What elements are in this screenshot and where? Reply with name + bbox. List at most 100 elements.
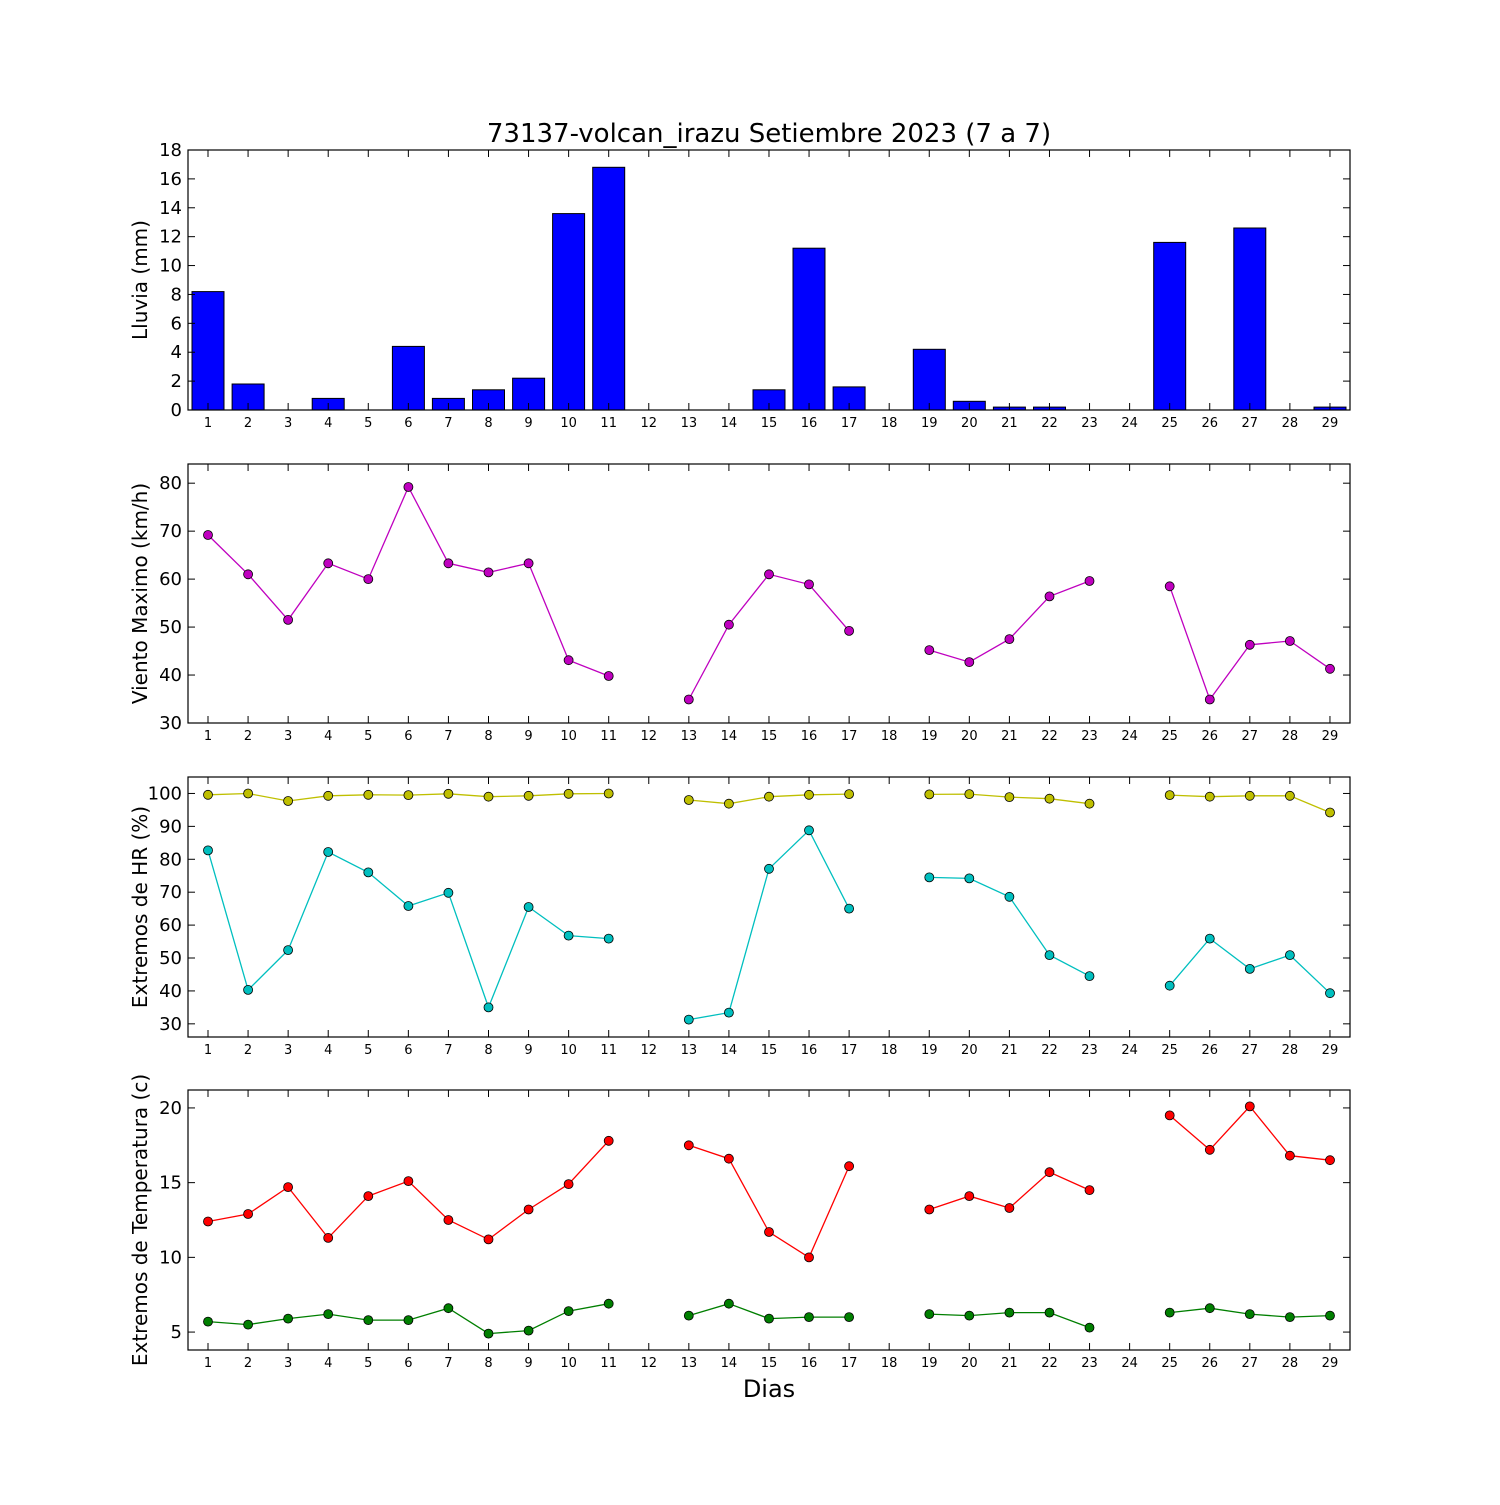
data-point — [764, 791, 774, 802]
data-point — [764, 1227, 774, 1237]
x-tick-label: 15 — [761, 416, 778, 431]
x-tick-label: 20 — [961, 416, 978, 431]
data-point — [563, 1179, 574, 1189]
x-tick-label: 17 — [841, 416, 858, 431]
x-tick-label: 6 — [404, 729, 412, 744]
data-point — [844, 1312, 854, 1322]
x-tick-label: 10 — [560, 1356, 577, 1371]
data-point — [724, 1007, 734, 1018]
x-tick-label: 12 — [640, 416, 657, 431]
x-tick-label: 6 — [404, 1043, 412, 1058]
data-point — [283, 796, 294, 806]
data-point — [1285, 636, 1295, 646]
x-tick-label: 5 — [364, 416, 372, 431]
y-tick-label: 60 — [159, 915, 182, 936]
data-point — [1084, 576, 1095, 586]
x-tick-label: 16 — [801, 416, 818, 431]
y-axis-label: Lluvia (mm) — [128, 220, 152, 340]
y-tick-label: 50 — [159, 948, 182, 969]
data-point — [443, 887, 454, 898]
data-point — [1204, 1303, 1215, 1314]
data-point — [764, 1313, 774, 1324]
data-point — [844, 1161, 854, 1172]
data-point — [1004, 792, 1015, 802]
x-tick-label: 1 — [204, 416, 212, 431]
y-tick-label: 15 — [159, 1173, 182, 1194]
y-tick-label: 2 — [171, 371, 182, 392]
bar — [391, 345, 425, 411]
data-point — [563, 788, 574, 799]
data-point — [1204, 1144, 1215, 1155]
data-point — [203, 1316, 213, 1327]
data-point — [1164, 790, 1175, 800]
x-tick-label: 8 — [484, 416, 492, 431]
data-point — [683, 795, 694, 805]
y-axis-label: Extremos de HR (%) — [128, 806, 152, 1008]
x-tick-label: 14 — [721, 1356, 738, 1371]
data-point — [1325, 1310, 1335, 1321]
data-point — [203, 1216, 213, 1227]
x-tick-label: 22 — [1041, 1356, 1058, 1371]
x-tick-label: 2 — [244, 1356, 252, 1371]
x-tick-label: 19 — [921, 729, 938, 744]
data-point — [243, 1319, 254, 1330]
x-tick-label: 28 — [1282, 729, 1299, 744]
data-point — [523, 1325, 534, 1336]
x-tick-label: 24 — [1121, 416, 1138, 431]
plot-area — [188, 1090, 1350, 1350]
data-point — [1044, 1307, 1055, 1318]
bar — [191, 291, 225, 411]
bar — [1153, 241, 1187, 411]
x-tick-label: 26 — [1201, 416, 1218, 431]
data-point — [1044, 793, 1055, 804]
x-tick-label: 6 — [404, 416, 412, 431]
x-tick-label: 4 — [324, 729, 332, 744]
data-point — [1084, 971, 1095, 981]
x-tick-label: 27 — [1242, 1043, 1259, 1058]
bar — [552, 213, 586, 411]
data-point — [563, 655, 574, 666]
y-tick-label: 10 — [159, 256, 182, 277]
x-tick-label: 1 — [204, 1356, 212, 1371]
bar — [1233, 227, 1267, 411]
data-point — [924, 1204, 935, 1215]
data-point — [1325, 1155, 1335, 1166]
x-tick-label: 21 — [1001, 729, 1018, 744]
data-point — [1285, 950, 1295, 960]
x-tick-label: 27 — [1242, 416, 1259, 431]
data-point — [1285, 1312, 1295, 1322]
x-tick-label: 7 — [444, 1356, 452, 1371]
x-tick-label: 7 — [444, 416, 452, 431]
x-tick-label: 24 — [1121, 1356, 1138, 1371]
data-point — [283, 1182, 294, 1192]
x-tick-label: 11 — [600, 1043, 617, 1058]
data-point — [363, 867, 374, 878]
data-point — [1084, 1322, 1095, 1333]
x-tick-label: 10 — [560, 729, 577, 744]
data-point — [603, 671, 614, 681]
data-point — [804, 579, 814, 590]
data-point — [403, 901, 414, 911]
x-tick-label: 14 — [721, 729, 738, 744]
y-tick-label: 14 — [159, 198, 182, 219]
x-tick-label: 14 — [721, 1043, 738, 1058]
data-point — [924, 789, 935, 800]
data-point — [563, 1306, 574, 1316]
y-tick-label: 40 — [159, 665, 182, 686]
data-point — [1164, 1307, 1175, 1318]
data-point — [603, 788, 614, 799]
data-point — [603, 1135, 614, 1146]
x-tick-label: 29 — [1322, 1356, 1339, 1371]
x-tick-label: 19 — [921, 416, 938, 431]
data-point — [804, 825, 814, 836]
x-tick-label: 21 — [1001, 1043, 1018, 1058]
x-tick-label: 22 — [1041, 1043, 1058, 1058]
data-point — [403, 1176, 414, 1186]
x-tick-label: 13 — [681, 729, 698, 744]
x-tick-label: 18 — [881, 1356, 898, 1371]
x-tick-label: 24 — [1121, 729, 1138, 744]
data-point — [1084, 1185, 1095, 1195]
y-tick-label: 70 — [159, 882, 182, 903]
